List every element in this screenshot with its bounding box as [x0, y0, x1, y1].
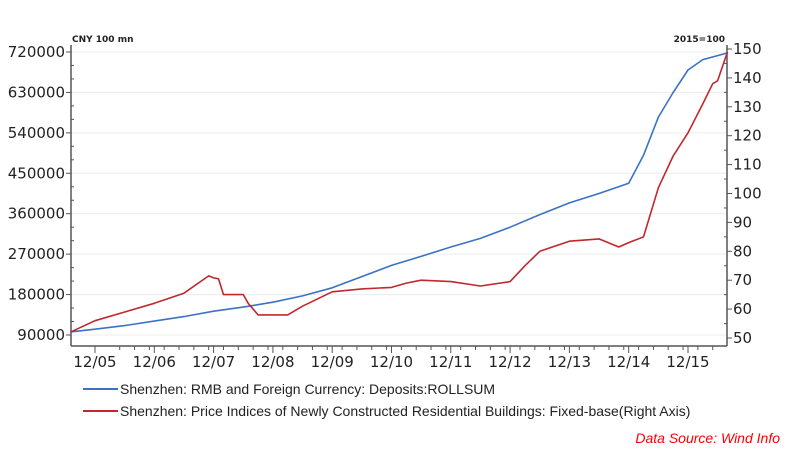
- legend-label: Shenzhen: Price Indices of Newly Constru…: [120, 403, 691, 419]
- x-tick-label: 12/09: [311, 353, 354, 371]
- left-axis-unit: CNY 100 mn: [72, 35, 134, 45]
- deposits-line: [70, 52, 728, 333]
- x-tick-label: 12/13: [548, 353, 591, 371]
- left-tick-label: 630000: [8, 83, 65, 101]
- right-tick-label: 80: [733, 242, 752, 260]
- right-tick-label: 130: [733, 98, 762, 116]
- left-tick-label: 540000: [8, 124, 65, 142]
- legend-item-deposits: Shenzhen: RMB and Foreign Currency: Depo…: [83, 381, 495, 397]
- series-lines: [69, 51, 729, 333]
- right-tick-label: 70: [733, 271, 752, 289]
- price-index-line: [69, 51, 729, 333]
- x-tick-label: 12/14: [607, 353, 650, 371]
- legend-swatch-blue: [83, 388, 118, 390]
- x-tick-label: 12/06: [133, 353, 176, 371]
- left-tick-label: 450000: [8, 164, 65, 182]
- x-tick-label: 12/05: [73, 353, 116, 371]
- right-tick-label: 90: [733, 213, 752, 231]
- left-tick-label: 360000: [8, 205, 65, 223]
- x-tick-label: 12/12: [488, 353, 531, 371]
- axes: 90000 180000 270000 360000 450000 540000 63000…: [8, 40, 762, 371]
- left-tick-label: 90000: [17, 326, 65, 344]
- right-tick-label: 150: [733, 40, 762, 58]
- legend-swatch-red: [83, 410, 118, 412]
- right-axis-unit: 2015=100: [674, 35, 725, 45]
- x-tick-label: 12/07: [192, 353, 235, 371]
- legend-item-price-index: Shenzhen: Price Indices of Newly Constru…: [83, 403, 690, 419]
- x-tick-label: 12/15: [666, 353, 709, 371]
- right-tick-label: 140: [733, 69, 762, 87]
- data-source: Data Source: Wind Info: [635, 430, 780, 446]
- x-tick-label: 12/08: [251, 353, 294, 371]
- right-tick-label: 50: [733, 329, 752, 347]
- left-tick-label: 270000: [8, 245, 65, 263]
- left-tick-label: 720000: [8, 43, 65, 61]
- x-tick-label: 12/10: [370, 353, 413, 371]
- left-tick-label: 180000: [8, 286, 65, 304]
- right-tick-label: 110: [733, 156, 762, 174]
- legend-label: Shenzhen: RMB and Foreign Currency: Depo…: [120, 381, 496, 397]
- right-tick-label: 100: [733, 185, 762, 203]
- right-tick-label: 120: [733, 127, 762, 145]
- x-tick-label: 12/11: [429, 353, 472, 371]
- gridlines: [71, 51, 727, 336]
- right-tick-label: 60: [733, 300, 752, 318]
